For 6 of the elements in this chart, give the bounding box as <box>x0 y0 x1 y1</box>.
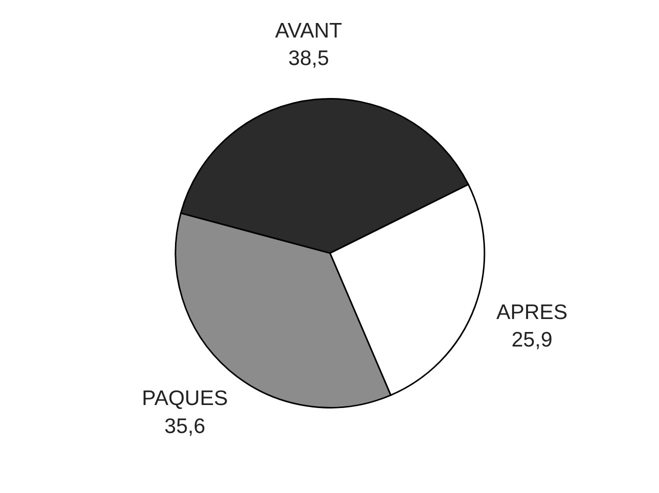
data-label: 25,9 <box>512 328 552 352</box>
slice-label: PAQUES <box>142 387 228 410</box>
data-label: 38,5 <box>288 47 330 70</box>
slice-label: AVANT <box>275 19 342 42</box>
slice-label: APRES <box>496 300 568 324</box>
data-label: 35,6 <box>164 414 206 438</box>
